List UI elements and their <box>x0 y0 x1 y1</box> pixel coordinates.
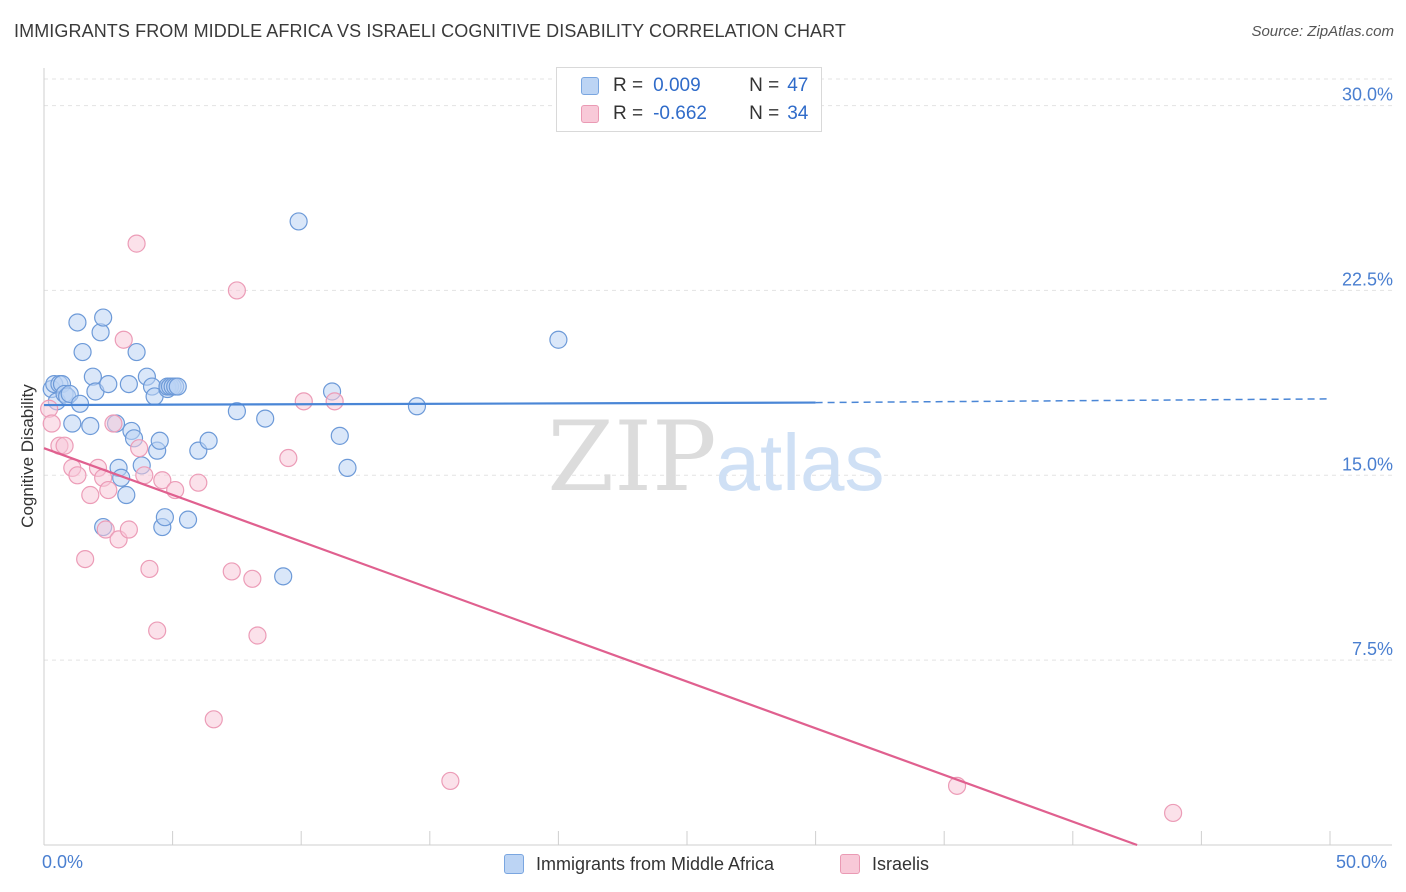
legend-swatch-blue <box>504 854 524 874</box>
data-point-immigrants <box>155 508 174 527</box>
data-point-immigrants <box>178 510 198 529</box>
data-point-israelis <box>1164 803 1183 823</box>
data-point-immigrants <box>83 367 102 386</box>
legend-item-israelis: Israelis <box>840 852 929 876</box>
data-point-israelis <box>42 414 61 433</box>
data-point-israelis <box>135 466 154 485</box>
legend-n-value: 47 <box>787 75 809 96</box>
data-point-immigrants <box>256 409 275 428</box>
data-point-israelis <box>222 562 241 581</box>
legend-n-value: 34 <box>787 103 809 124</box>
y-tick-labels: 7.5% 15.0% 22.5% 30.0% <box>1342 85 1393 660</box>
data-point-immigrants <box>407 397 427 416</box>
data-point-immigrants <box>549 330 568 349</box>
legend-swatch-blue <box>581 77 599 95</box>
data-point-israelis <box>68 466 87 485</box>
data-point-immigrants <box>338 458 357 477</box>
legend-label-immigrants: Immigrants from Middle Africa <box>536 853 775 874</box>
data-point-israelis <box>243 569 262 588</box>
data-point-immigrants <box>81 416 100 436</box>
data-point-israelis <box>130 439 149 458</box>
legend-r-value: -0.662 <box>653 103 707 124</box>
legend-swatch-pink <box>581 105 599 123</box>
data-point-israelis <box>227 281 246 300</box>
data-point-israelis <box>55 436 74 455</box>
data-point-israelis <box>76 549 95 569</box>
legend-r-label: R = <box>613 103 644 124</box>
series-israelis-points <box>40 234 1183 823</box>
y-tick-label: 22.5% <box>1342 269 1393 289</box>
legend-r-label: R = <box>613 75 644 96</box>
data-point-immigrants <box>119 374 138 394</box>
legend-n-label: N = <box>749 75 780 96</box>
x-tick-label-min: 0.0% <box>42 852 84 872</box>
trend-lines <box>43 398 1331 847</box>
data-point-immigrants <box>199 431 218 450</box>
correlation-legend: R = 0.009 N = 47 R = -0.662 N = 34 <box>556 67 822 132</box>
x-tick-label-max: 50.0% <box>1336 852 1388 872</box>
data-point-israelis <box>325 392 344 411</box>
data-point-israelis <box>441 771 460 791</box>
data-point-israelis <box>148 621 167 640</box>
data-point-israelis <box>104 414 123 433</box>
data-point-immigrants <box>91 323 110 342</box>
data-point-immigrants <box>73 342 92 362</box>
data-point-immigrants <box>117 485 136 505</box>
legend-r-value: 0.009 <box>653 75 701 96</box>
data-point-immigrants <box>127 342 146 362</box>
data-point-immigrants <box>94 308 113 327</box>
data-point-immigrants <box>289 212 308 231</box>
data-point-immigrants <box>227 402 246 421</box>
data-point-israelis <box>96 520 115 539</box>
source-label: Source: ZipAtlas.com <box>1251 23 1394 40</box>
data-point-immigrants <box>99 374 118 394</box>
trend-line-immigrants <box>43 401 816 407</box>
legend-item-immigrants: Immigrants from Middle Africa <box>504 852 774 876</box>
data-point-israelis <box>204 710 223 729</box>
legend-row-immigrants: R = 0.009 N = 47 <box>581 74 808 98</box>
data-point-israelis <box>279 448 298 468</box>
data-point-israelis <box>189 473 208 492</box>
legend-n-label: N = <box>749 103 780 124</box>
data-point-immigrants <box>330 426 349 445</box>
y-tick-label: 7.5% <box>1352 639 1393 659</box>
y-tick-label: 15.0% <box>1342 454 1393 474</box>
series-immigrants-points <box>42 212 568 586</box>
chart-title: IMMIGRANTS FROM MIDDLE AFRICA VS ISRAELI… <box>14 21 847 41</box>
data-point-immigrants <box>68 313 87 332</box>
legend-swatch-pink <box>840 854 860 874</box>
data-point-israelis <box>140 559 159 579</box>
legend-row-israelis: R = -0.662 N = 34 <box>581 102 808 126</box>
data-point-israelis <box>99 480 118 500</box>
data-point-israelis <box>40 399 59 418</box>
data-point-immigrants <box>168 377 187 396</box>
axes <box>43 68 1392 846</box>
trend-line-israelis <box>43 447 1138 847</box>
data-point-israelis <box>127 234 146 253</box>
data-point-israelis <box>294 392 313 411</box>
data-point-israelis <box>153 471 172 490</box>
trend-line-immigrants-extension <box>815 398 1331 404</box>
data-point-israelis <box>114 330 133 349</box>
data-point-israelis <box>248 626 267 645</box>
data-point-israelis <box>119 520 138 539</box>
legend-label-israelis: Israelis <box>872 853 930 874</box>
watermark-zip: ZIP <box>547 401 716 513</box>
data-point-israelis <box>81 485 100 505</box>
watermark-atlas: atlas <box>716 418 885 507</box>
data-point-immigrants <box>150 431 169 450</box>
y-tick-label: 30.0% <box>1342 85 1393 105</box>
data-point-immigrants <box>274 567 293 586</box>
data-point-immigrants <box>63 414 82 433</box>
